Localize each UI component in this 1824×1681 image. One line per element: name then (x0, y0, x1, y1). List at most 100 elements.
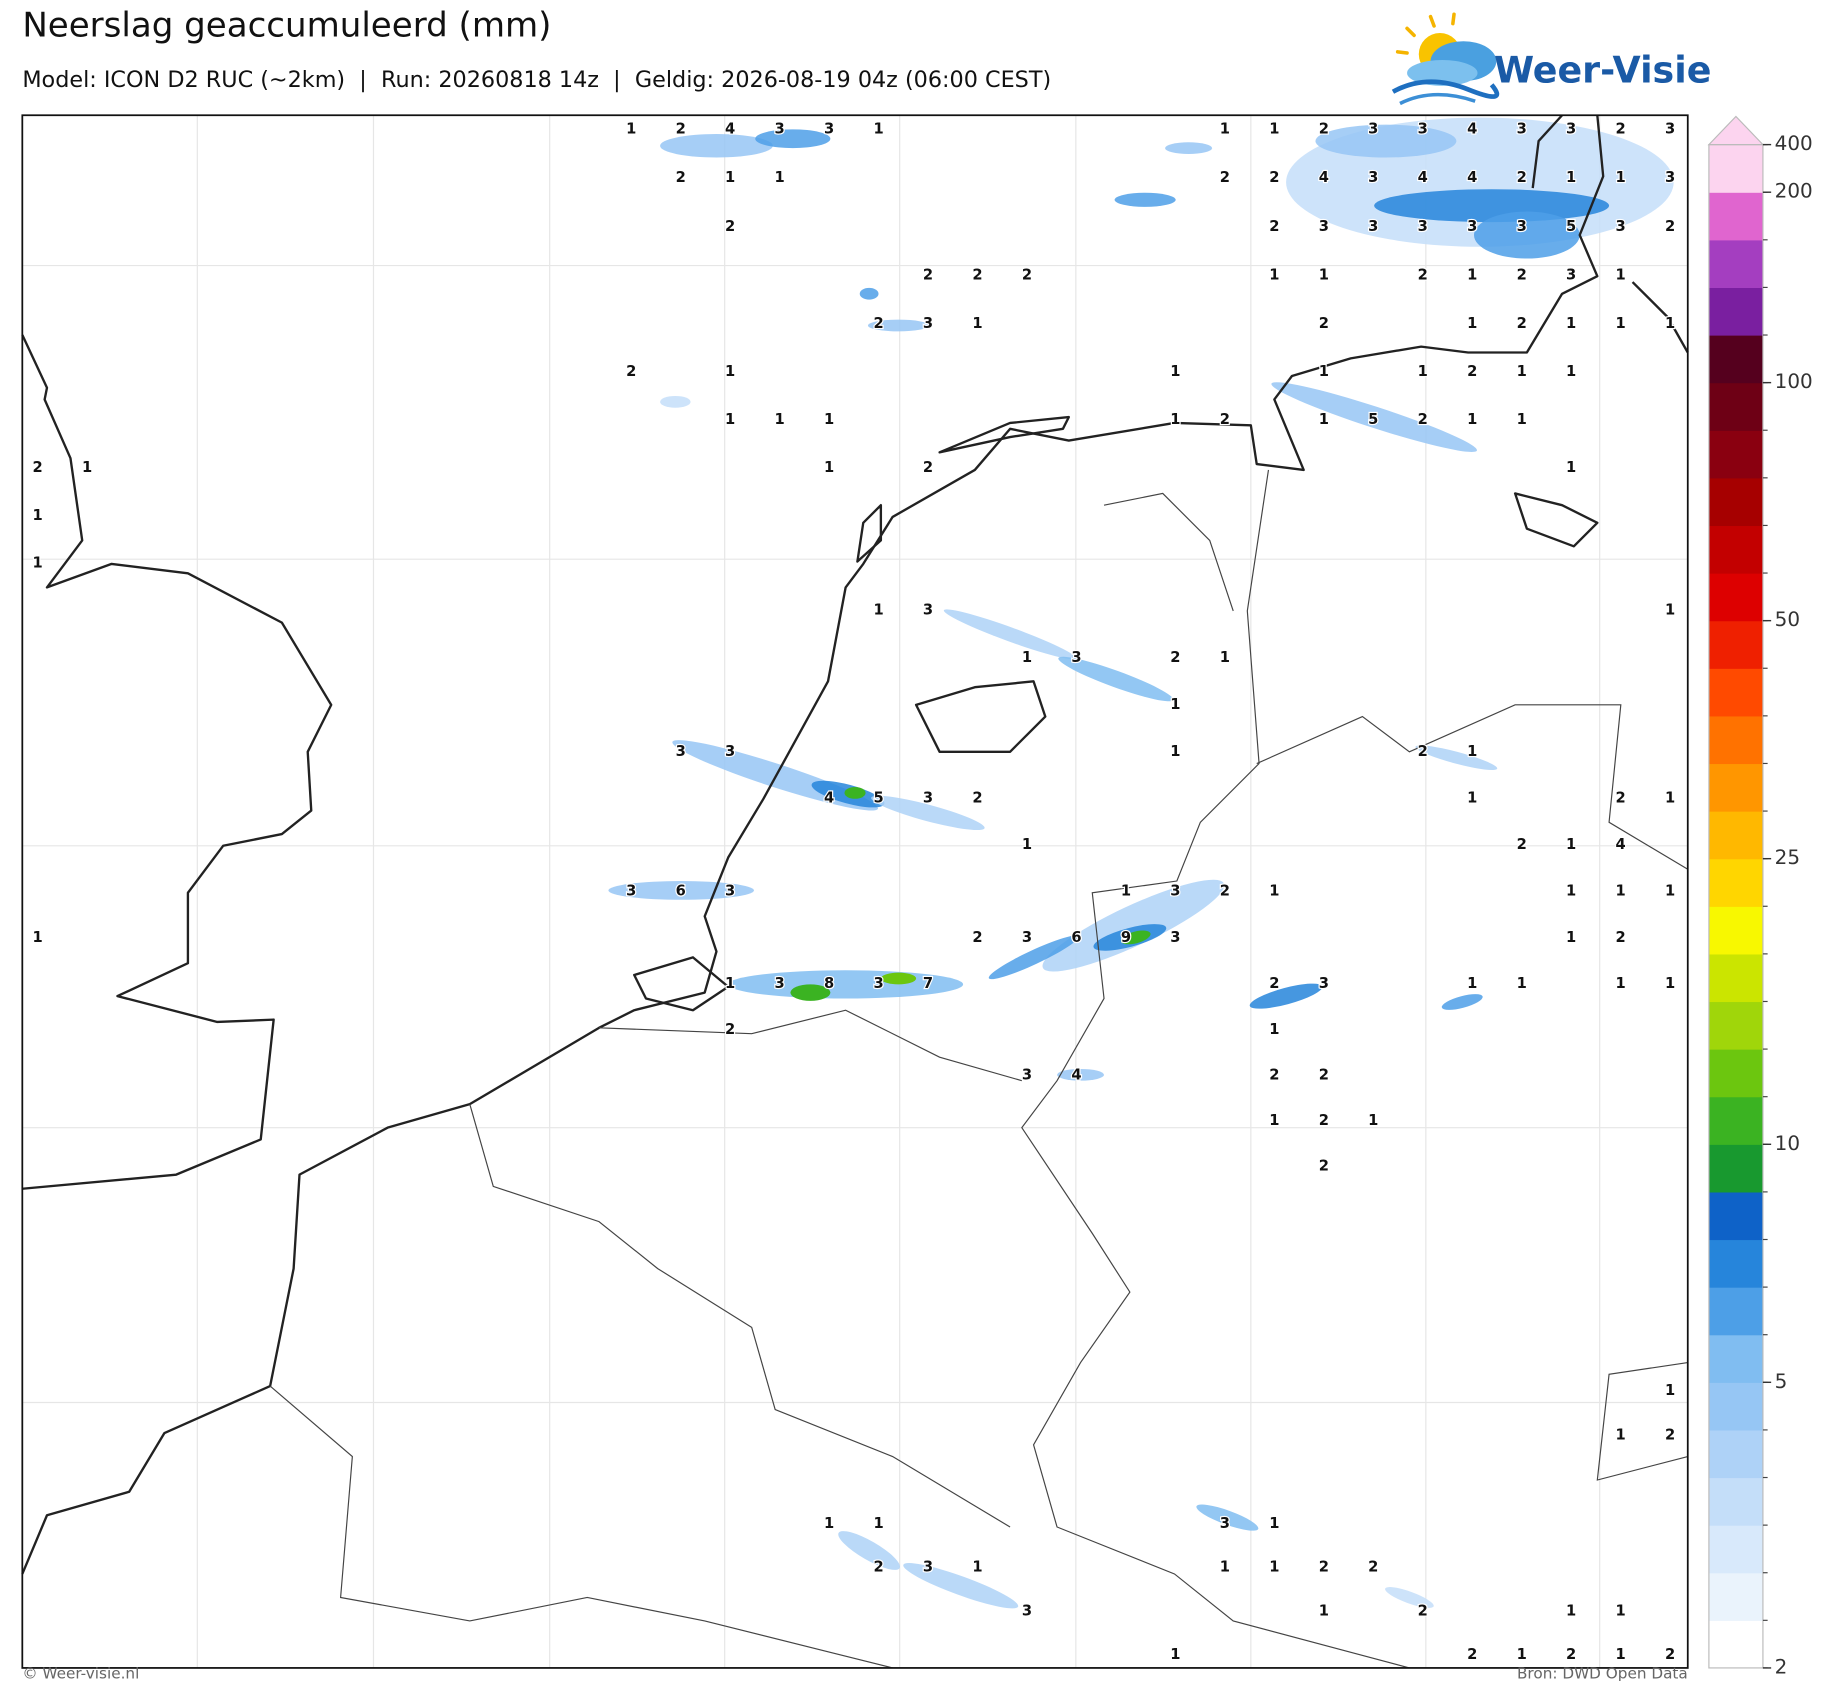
precip-value: 3 (1022, 929, 1032, 946)
precip-value: 1 (1616, 169, 1626, 186)
precip-value: 1 (775, 411, 785, 428)
colorbar-tick-label: 400 (1775, 131, 1813, 155)
precip-value: 1 (82, 459, 92, 476)
precip-value: 2 (1517, 266, 1527, 283)
precip-value: 1 (1467, 790, 1477, 807)
precip-value: 2 (1220, 411, 1230, 428)
precip-value: 2 (972, 266, 982, 283)
colorbar-segment (1708, 1525, 1763, 1574)
precip-value: 3 (725, 883, 735, 900)
precip-value: 1 (626, 120, 636, 137)
colorbar-tick-label: 2 (1775, 1654, 1788, 1678)
borders (269, 469, 1689, 1669)
colorbar-segment (1708, 477, 1763, 527)
precip-value: 2 (1269, 975, 1279, 992)
precip-value: 3 (824, 120, 834, 137)
precip-value: 2 (1616, 120, 1626, 137)
precip-value: 2 (1418, 411, 1428, 428)
precip-value: 2 (1220, 883, 1230, 900)
colorbar-segment (1708, 144, 1763, 193)
colorbar-segment (1708, 382, 1763, 431)
precip-value: 2 (1269, 1067, 1279, 1084)
precip-value: 3 (1566, 266, 1576, 283)
precip-value: 1 (873, 120, 883, 137)
precip-value: 2 (1665, 1646, 1675, 1663)
precip-value: 1 (1566, 883, 1576, 900)
precip-value: 1 (1170, 696, 1180, 713)
precip-value: 1 (1220, 649, 1230, 666)
precip-value: 1 (824, 459, 834, 476)
precip-value: 3 (1517, 120, 1527, 137)
precip-value: 1 (1220, 120, 1230, 137)
map-background (22, 115, 1688, 1668)
precip-value: 2 (725, 218, 735, 235)
precip-value: 1 (1319, 411, 1329, 428)
colorbar-tick-label: 5 (1775, 1369, 1788, 1393)
colorbar-segment (1708, 953, 1763, 1003)
precip-value: 1 (1022, 836, 1032, 853)
precip-value: 2 (1022, 266, 1032, 283)
precip-value: 1 (1220, 1559, 1230, 1576)
precip-value: 1 (1566, 1602, 1576, 1619)
colorbar-segment (1708, 1572, 1763, 1621)
colorbar-segment (1708, 668, 1763, 717)
precip-value: 1 (873, 1515, 883, 1532)
precip-value: 2 (1269, 218, 1279, 235)
precip-value: 1 (1566, 315, 1576, 332)
colorbar-segment (1708, 763, 1763, 812)
precip-value: 2 (1616, 929, 1626, 946)
precip-value: 2 (1418, 743, 1428, 760)
precip-value: 3 (873, 975, 883, 992)
precip-value: 2 (1319, 1067, 1329, 1084)
precip-value: 1 (1665, 602, 1675, 619)
precip-value: 2 (1467, 1646, 1477, 1663)
precip-value: 3 (1566, 120, 1576, 137)
precip-value: 2 (972, 790, 982, 807)
graticule (22, 115, 1688, 1668)
precip-value: 1 (1319, 1602, 1329, 1619)
colorbar-segment (1708, 430, 1763, 479)
precip-value: 2 (1418, 266, 1428, 283)
precip-value: 1 (1566, 929, 1576, 946)
precip-value: 3 (1170, 929, 1180, 946)
precip-value: 1 (1665, 975, 1675, 992)
colorbar-segment (1708, 1334, 1763, 1383)
colorbar-segment (1708, 573, 1763, 622)
precip-value: 1 (1269, 1112, 1279, 1129)
precip-value: 1 (1616, 883, 1626, 900)
precip-value: 1 (1517, 411, 1527, 428)
precip-value: 1 (1467, 975, 1477, 992)
colorbar-extension (1707, 115, 1765, 146)
precip-value: 3 (1071, 649, 1081, 666)
precip-value: 1 (1517, 975, 1527, 992)
precip-value: 1 (1665, 315, 1675, 332)
precip-value: 1 (1467, 315, 1477, 332)
precip-value: 1 (1418, 363, 1428, 380)
precip-value: 3 (1368, 120, 1378, 137)
subtitle: Model: ICON D2 RUC (~2km) | Run: 2026081… (22, 67, 1051, 93)
precip-value: 1 (725, 169, 735, 186)
colorbar-segment (1708, 1001, 1763, 1050)
precip-value: 1 (1269, 1021, 1279, 1038)
colorbar-segment (1708, 1477, 1763, 1526)
precip-value: 3 (923, 602, 933, 619)
precip-value: 1 (1566, 459, 1576, 476)
colorbar-segment (1708, 1239, 1763, 1288)
title: Neerslag geaccumuleerd (mm) (22, 6, 551, 46)
precip-value: 1 (1616, 1646, 1626, 1663)
colorbar-segment (1708, 1429, 1763, 1479)
colorbar-segment (1708, 1287, 1763, 1336)
map: 1 2 4 3 3 1 1 1 2 3 3 4 3 3 2 3 2 1 1 2 2 4 3 4 4 2 1 1 3 2 2 3 3 3 3 3 5 3 2 2… (21, 114, 1689, 1669)
precip-value: 4 (1418, 169, 1428, 186)
precip-value: 1 (1517, 1646, 1527, 1663)
precip-value: 2 (923, 459, 933, 476)
precip-value: 1 (1665, 790, 1675, 807)
precip-value: 3 (1022, 1602, 1032, 1619)
precip-value: 1 (824, 1515, 834, 1532)
precip-value: 3 (1170, 883, 1180, 900)
precip-value: 1 (1467, 411, 1477, 428)
precip-value: 1 (1467, 743, 1477, 760)
footer-right: Bron: DWD Open Data (1517, 1665, 1688, 1681)
precip-value: 1 (1566, 169, 1576, 186)
precip-value: 2 (1566, 1646, 1576, 1663)
